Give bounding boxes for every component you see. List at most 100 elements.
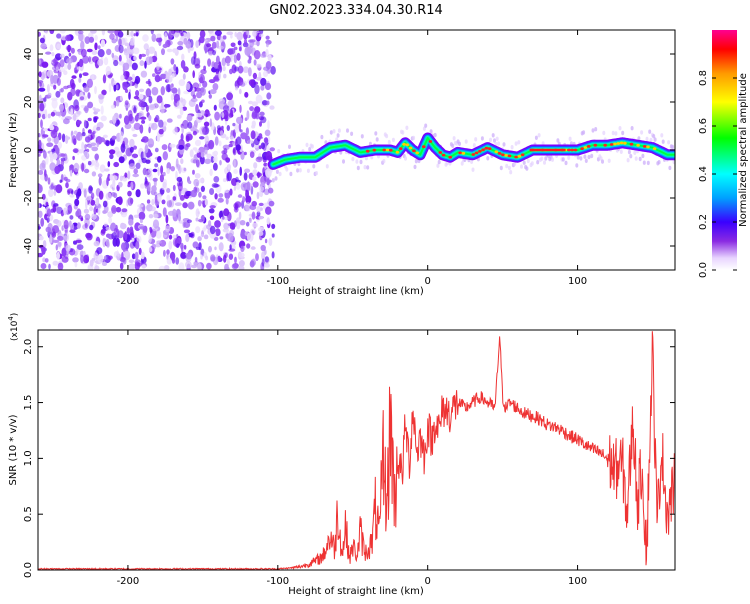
ridge-peak (474, 151, 479, 155)
noise-speck (233, 169, 238, 174)
noise-speck (228, 248, 236, 252)
ridge-peak (583, 146, 588, 149)
noise-speck (94, 86, 97, 95)
noise-speck (148, 104, 156, 111)
ridge-peak (507, 154, 512, 158)
noise-speck (185, 82, 191, 91)
noise-speck (243, 172, 248, 181)
ridge-peak (580, 147, 584, 151)
noise-speck (63, 207, 68, 216)
noise-speck (166, 199, 173, 208)
noise-speck (127, 183, 131, 188)
noise-speck (154, 117, 158, 123)
noise-speck (44, 169, 47, 178)
noise-speck (235, 144, 241, 151)
noise-speck (225, 136, 229, 140)
ridge-halo (382, 159, 386, 164)
noise-speck (245, 127, 249, 136)
noise-speck (210, 35, 216, 42)
noise-speck (157, 156, 162, 163)
noise-speck (152, 73, 156, 77)
x-tick-label: 100 (568, 276, 587, 287)
ridge-halo (436, 163, 440, 168)
ridge-peak (497, 152, 502, 155)
noise-speck (55, 146, 60, 155)
noise-speck (249, 260, 255, 268)
noise-speck (108, 216, 112, 224)
noise-speck (68, 52, 72, 57)
ridge-halo (525, 166, 529, 171)
noise-speck (269, 105, 275, 110)
noise-speck (49, 185, 55, 190)
noise-speck (175, 170, 178, 180)
ridge-halo (556, 138, 560, 143)
noise-speck (40, 217, 45, 227)
noise-speck (208, 245, 212, 253)
noise-speck (122, 81, 128, 91)
noise-speck (82, 72, 89, 76)
ridge-halo (336, 133, 340, 138)
noise-speck (251, 211, 256, 220)
ridge-halo (645, 136, 649, 142)
noise-speck (181, 53, 185, 61)
noise-speck (154, 163, 159, 168)
noise-speck (38, 153, 41, 157)
noise-speck (209, 168, 213, 177)
noise-speck (194, 256, 198, 263)
noise-speck (54, 165, 61, 175)
noise-speck (195, 159, 200, 168)
noise-speck (118, 44, 124, 54)
noise-speck (156, 33, 162, 38)
noise-speck (248, 217, 252, 222)
ridge-halo (544, 156, 548, 161)
noise-speck (166, 194, 171, 202)
noise-speck (85, 232, 92, 239)
ridge-halo (637, 136, 641, 141)
noise-speck (194, 149, 200, 154)
noise-speck (230, 34, 233, 39)
noise-speck (260, 84, 265, 91)
noise-speck (166, 257, 172, 265)
noise-speck (135, 162, 141, 169)
noise-speck (267, 54, 272, 62)
noise-speck (50, 74, 54, 85)
noise-speck (91, 171, 97, 177)
noise-speck (119, 262, 124, 270)
noise-speck (206, 43, 212, 48)
noise-speck (234, 201, 242, 208)
noise-speck (49, 44, 54, 52)
noise-speck (123, 251, 130, 257)
noise-speck (171, 87, 178, 94)
noise-speck (135, 32, 139, 37)
noise-speck (271, 223, 276, 230)
noise-speck (51, 231, 57, 238)
ridge-peak (613, 142, 617, 146)
noise-speck (79, 136, 83, 141)
noise-speck (175, 257, 180, 265)
y-tick-label: -40 (23, 238, 34, 254)
noise-speck (199, 101, 203, 108)
noise-speck (210, 156, 215, 163)
ridge-halo (668, 165, 672, 171)
ridge-halo (502, 142, 506, 147)
noise-speck (56, 43, 61, 50)
noise-speck (234, 256, 237, 264)
noise-speck (183, 229, 191, 234)
noise-speck (256, 156, 263, 160)
noise-speck (246, 243, 251, 249)
noise-speck (71, 223, 75, 231)
noise-speck (195, 217, 199, 222)
noise-speck (84, 36, 91, 44)
noise-speck (244, 168, 251, 173)
noise-speck (139, 218, 143, 224)
noise-speck (238, 265, 245, 270)
noise-speck (152, 168, 158, 173)
noise-speck (250, 130, 256, 140)
ridge-halo (649, 137, 653, 143)
noise-speck (197, 263, 202, 270)
noise-speck (61, 133, 66, 143)
noise-speck (183, 37, 188, 45)
ridge-halo (537, 133, 541, 138)
noise-speck (129, 146, 134, 153)
noise-speck (219, 236, 224, 240)
